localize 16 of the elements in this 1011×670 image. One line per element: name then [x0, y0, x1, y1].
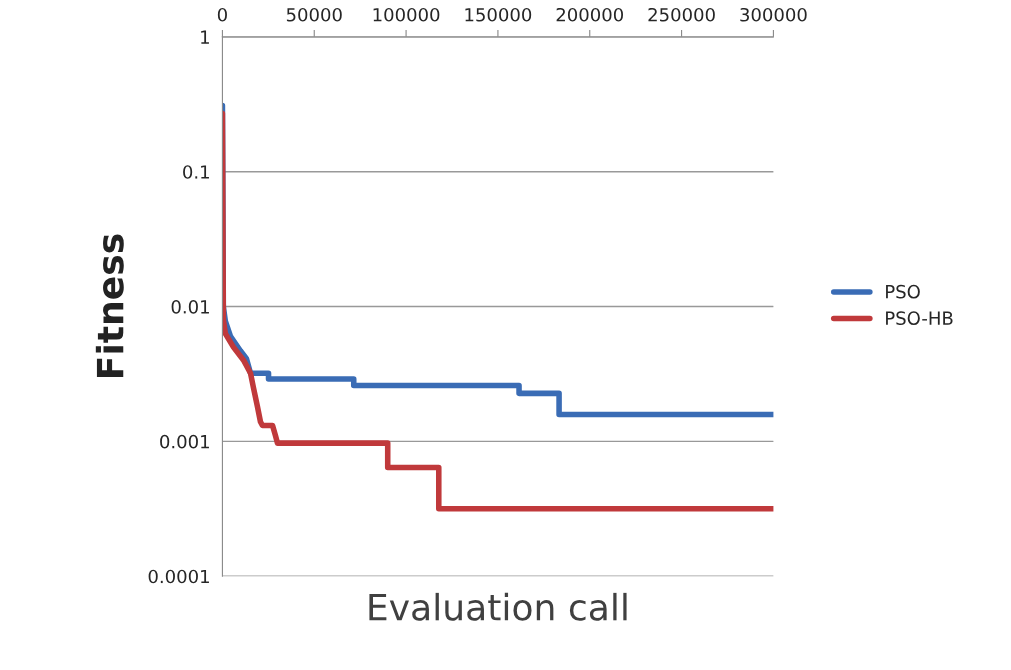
x-tick-label: 250000	[648, 7, 715, 22]
legend-label: PSO-HB	[886, 311, 953, 326]
x-tick-label: 200000	[556, 7, 624, 22]
y-axis-title: Fitness	[95, 234, 124, 377]
y-tick-label: 0.1	[183, 165, 209, 179]
x-tick-label: 0	[217, 7, 227, 22]
y-tick-label: 1	[201, 30, 209, 44]
x-tick-label: 50000	[286, 7, 342, 22]
y-tick-label: 0.01	[171, 299, 209, 314]
legend-label: PSO	[886, 284, 920, 299]
x-axis-title: Evaluation call	[369, 592, 627, 621]
y-tick-label: 0.001	[160, 434, 209, 449]
y-tick-label: 0.0001	[148, 569, 209, 584]
x-tick-label: 100000	[373, 7, 440, 22]
x-tick-label: 300000	[740, 7, 807, 22]
x-tick-label: 150000	[465, 7, 532, 22]
